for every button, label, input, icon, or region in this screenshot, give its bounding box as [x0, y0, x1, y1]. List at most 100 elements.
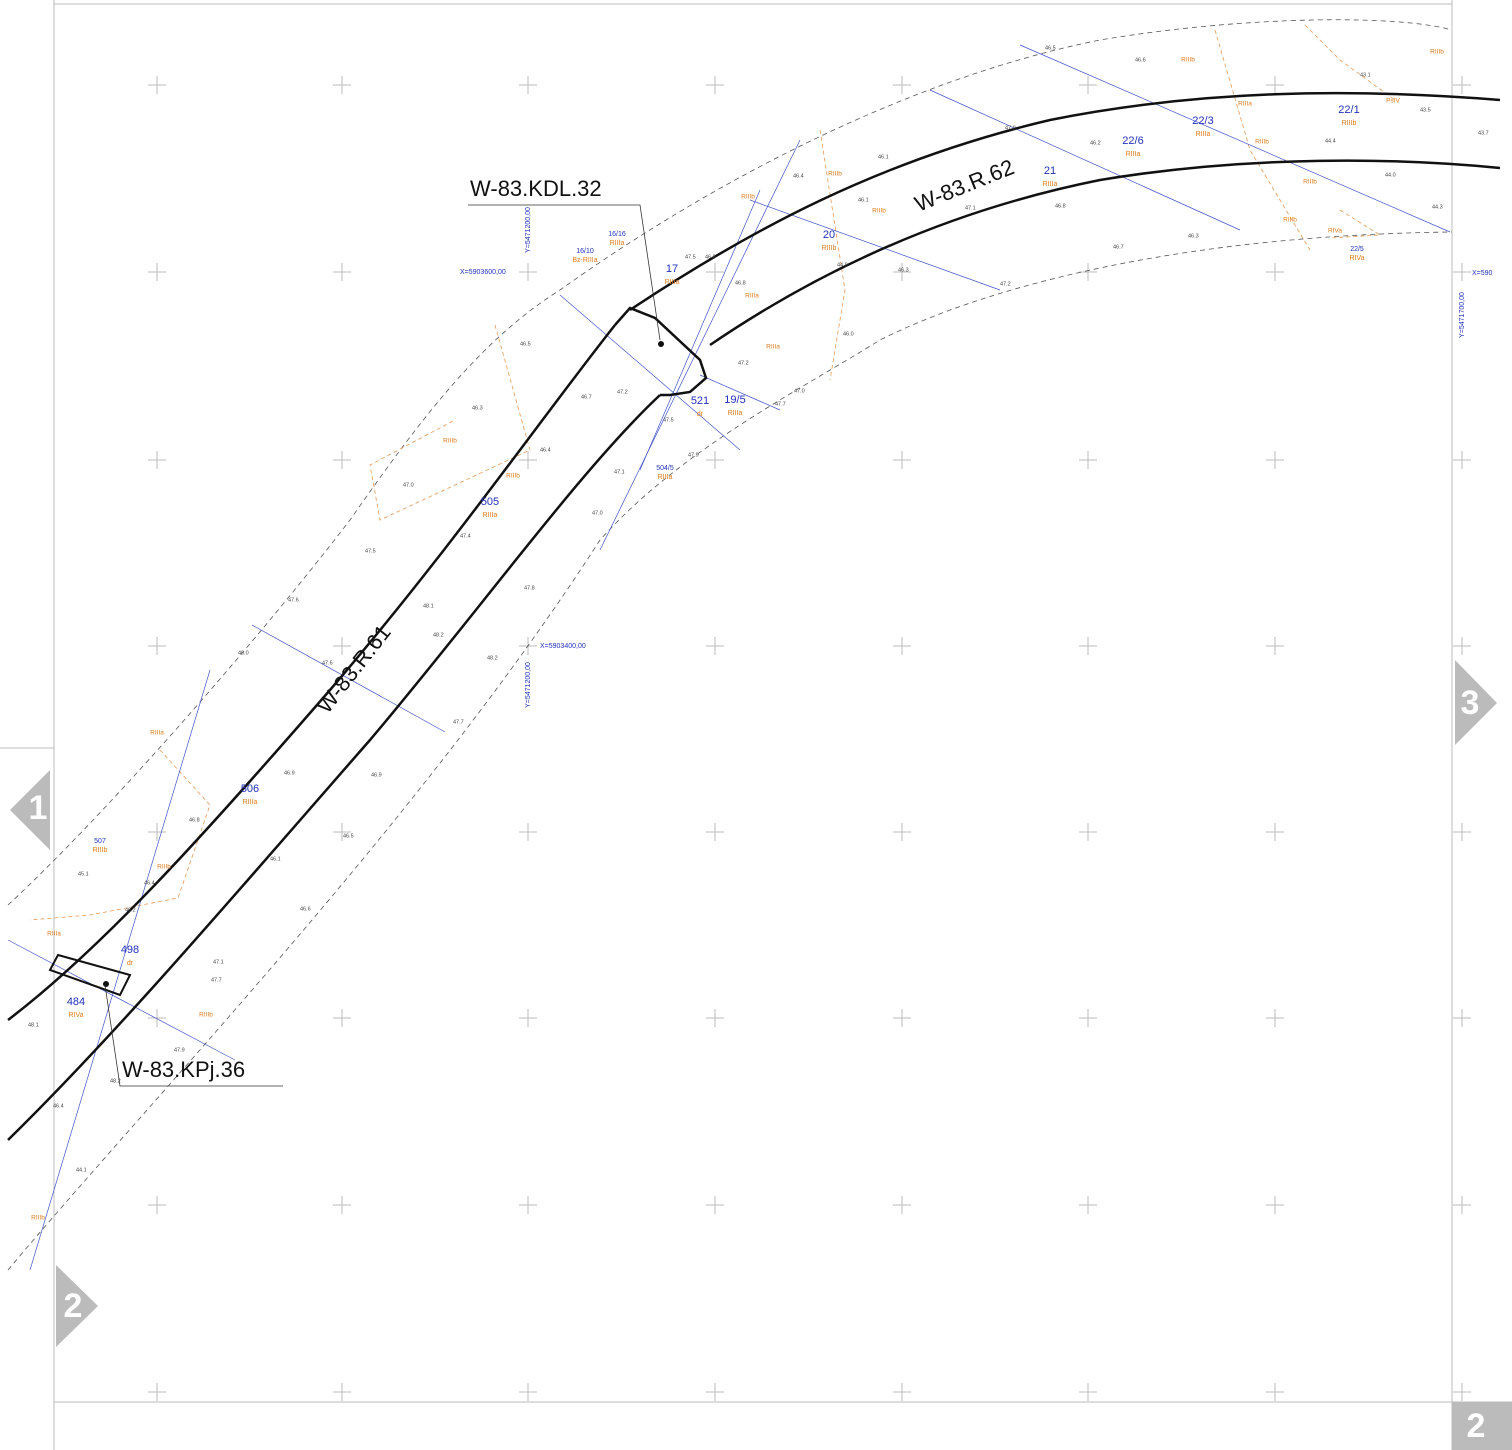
- parcel-number: 20: [823, 229, 835, 241]
- class-boundaries: [29, 24, 1396, 921]
- parcel-class: RIIIa: [1196, 131, 1211, 138]
- land-class: RIIIb: [872, 208, 886, 215]
- elevation: 46.2: [125, 907, 136, 913]
- annotations: 505 RIIIa 506 RIIIa 20 RIIIb 21 RIIIa 22/6 RIIIa 2…: [28, 45, 1493, 1221]
- elevation: 46.1: [878, 154, 889, 160]
- elevation: 47.1: [213, 959, 224, 965]
- elevation: 46.5: [1045, 45, 1056, 51]
- nav-bottom[interactable]: [56, 1265, 98, 1347]
- land-class: RIVa: [1328, 228, 1342, 235]
- nav-left[interactable]: [10, 770, 50, 850]
- elevation: 48.1: [423, 603, 434, 609]
- elevation: 46.5: [520, 341, 531, 347]
- elevation: 47.0: [592, 510, 603, 516]
- land-class: RIIIb: [1283, 217, 1297, 224]
- elevation: 47.0: [794, 388, 805, 394]
- parcel-class: RIIIa: [1043, 181, 1058, 188]
- parcel-number: 521: [691, 395, 709, 407]
- parcel-number: 16/10: [576, 248, 594, 255]
- nav-label[interactable]: 1: [29, 789, 48, 827]
- elevation: 45.1: [78, 871, 89, 877]
- parcel-number: 22/5: [1350, 246, 1364, 253]
- point: [658, 341, 664, 347]
- elevation: 47.2: [617, 389, 628, 395]
- parcel-class: RIIIa: [483, 512, 498, 519]
- parcel-class: dr: [697, 411, 704, 418]
- elevation: 46.1: [858, 197, 869, 203]
- elevation: 46.6: [1135, 57, 1146, 63]
- parcel-number: 21: [1044, 165, 1056, 177]
- parcel-number: 505: [481, 496, 499, 508]
- parcel-class: RIIIa: [1126, 151, 1141, 158]
- parcel-class: RIIIa: [665, 279, 680, 286]
- parcel-class: RIIIa: [658, 474, 673, 481]
- elevation: 46.3: [472, 405, 483, 411]
- land-class: RIIIb: [1255, 139, 1269, 146]
- land-class: RIIIb: [1430, 49, 1444, 56]
- elevation: 43.1: [1360, 72, 1371, 78]
- point: [103, 981, 109, 987]
- nav-label[interactable]: 2: [1467, 1407, 1486, 1445]
- parcel-number: 16/16: [608, 231, 626, 238]
- coordinate: X=590: [1472, 270, 1493, 277]
- elevation: 44.0: [1385, 172, 1396, 178]
- elevation: 46.4: [793, 173, 804, 179]
- elevation: 47.9: [174, 1047, 185, 1053]
- land-class: RIIIa: [745, 293, 759, 300]
- elevation: 47.0: [1005, 125, 1016, 131]
- parcel-number: 22/1: [1338, 104, 1359, 116]
- elevation: 46.5: [343, 833, 354, 839]
- elevation: 47.2: [1000, 281, 1011, 287]
- coordinate: Y=5471700,00: [1459, 292, 1466, 338]
- land-class: RIIIb: [828, 171, 842, 178]
- elevation: 46.4: [144, 880, 155, 886]
- nav-corner[interactable]: [1452, 1402, 1512, 1450]
- elevation: 46.9: [284, 770, 295, 776]
- parcel-lines: [7, 44, 1451, 1271]
- elevation: 46.4: [540, 447, 551, 453]
- parcel-number: 484: [67, 996, 85, 1008]
- elevation: 46.7: [1113, 244, 1124, 250]
- elevation: 47.7: [775, 401, 786, 407]
- land-class: RIIIb: [506, 473, 520, 480]
- parcel-class: RIVa: [68, 1012, 83, 1019]
- land-class: RIIIb: [157, 864, 171, 871]
- elevation: 46.4: [53, 1103, 64, 1109]
- nav-label[interactable]: 2: [64, 1287, 83, 1325]
- land-class: RIIIb: [741, 194, 755, 201]
- parcel-number: 504/5: [656, 465, 674, 472]
- elevation: 46.3: [898, 267, 909, 273]
- parcel-number: 498: [121, 944, 139, 956]
- parcel-class: RIIIb: [1342, 120, 1357, 127]
- elevation: 47.7: [453, 719, 464, 725]
- elevation: 43.5: [1420, 107, 1431, 113]
- parcel-class: dr: [127, 960, 134, 967]
- elevation: 47.8: [524, 585, 535, 591]
- parcel-class: RIIIb: [822, 245, 837, 252]
- parcel-number: 22/3: [1192, 115, 1213, 127]
- elevation: 47.4: [460, 533, 471, 539]
- elevation: 47.7: [211, 977, 222, 983]
- parcel-class: RIIIa: [728, 410, 743, 417]
- elevation: 47.0: [403, 482, 414, 488]
- parcel-class: RIIIa: [243, 799, 258, 806]
- elevation: 47.6: [322, 660, 333, 666]
- boundaries: [7, 19, 1453, 1271]
- elevation: 46.1: [270, 856, 281, 862]
- land-class: RIIIa: [47, 931, 61, 938]
- elevation: 44.1: [76, 1167, 87, 1173]
- land-class: RIIIa: [1238, 101, 1252, 108]
- elevation: 46.7: [581, 394, 592, 400]
- elevation: 47.1: [614, 469, 625, 475]
- elevation: 46.2: [1090, 140, 1101, 146]
- elevation: 46.0: [843, 331, 854, 337]
- elevation: 48.2: [433, 632, 444, 638]
- nav-right[interactable]: [1455, 660, 1497, 745]
- land-class: RIIIb: [443, 438, 457, 445]
- parcel-class: RIVa: [1349, 255, 1364, 262]
- elevation: 46.0: [238, 650, 249, 656]
- elevation: 47.5: [663, 417, 674, 423]
- parcel-number: 506: [241, 783, 259, 795]
- nav-label[interactable]: 3: [1461, 684, 1480, 722]
